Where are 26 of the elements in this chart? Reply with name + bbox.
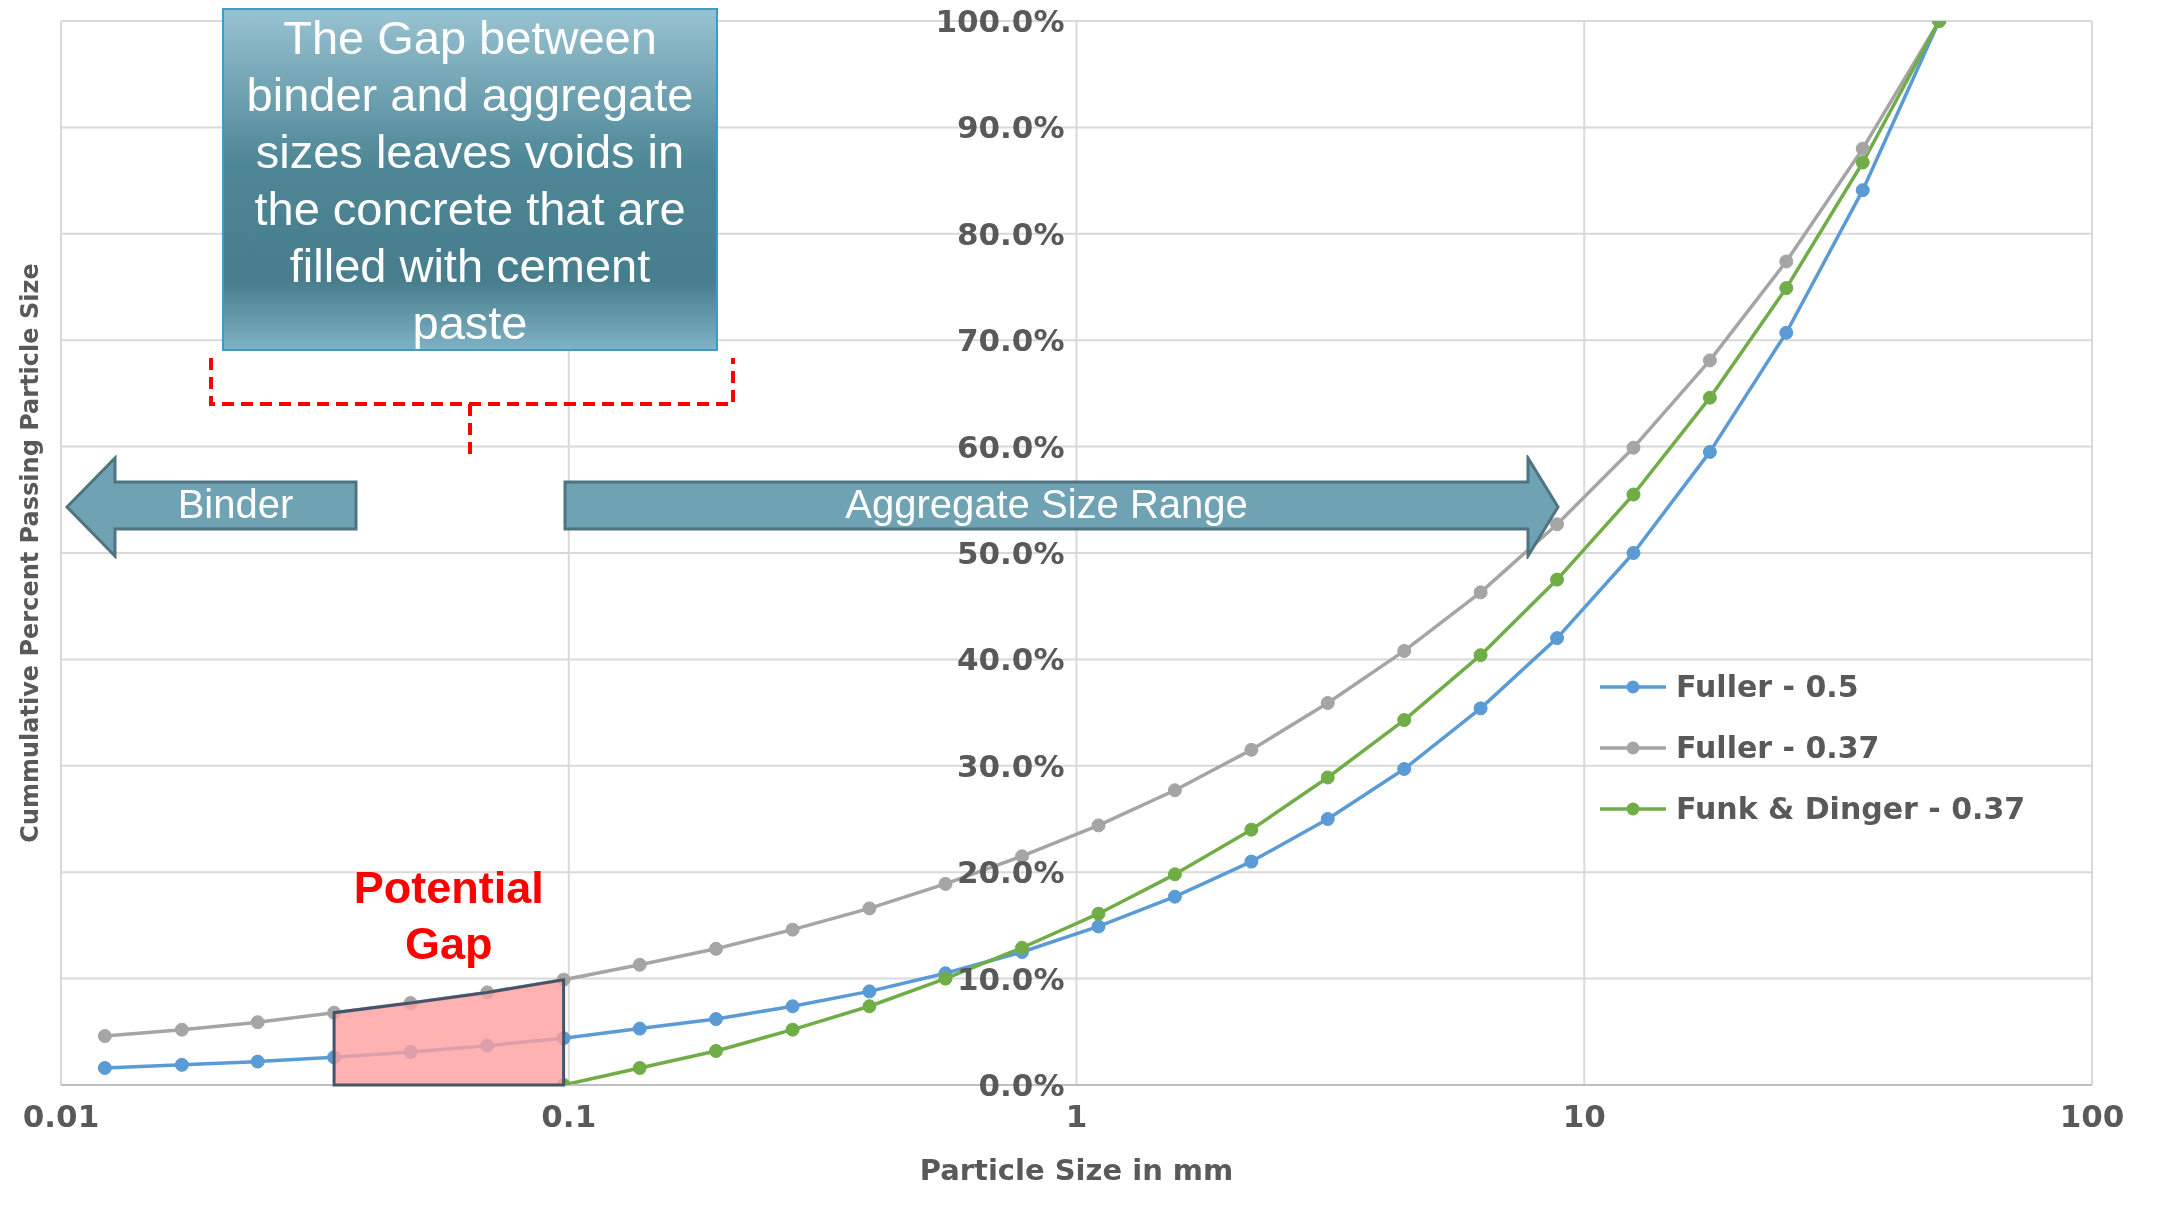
x-tick-label: 10: [1562, 1098, 1606, 1135]
x-tick-label: 1: [1065, 1098, 1088, 1135]
y-tick-label: 100.0%: [935, 3, 1065, 39]
annotation: Aggregate Size Range: [844, 482, 1249, 528]
legend-label: Fuller - 0.5: [1676, 669, 1859, 704]
y-axis-title: Cummulative Percent Passing Particle Size: [15, 262, 45, 845]
y-tick-label: 20.0%: [956, 854, 1065, 891]
legend-label: Fuller - 0.37: [1676, 730, 1880, 765]
y-tick-label: 70.0%: [956, 322, 1065, 359]
x-tick-label: 100: [2059, 1098, 2125, 1135]
legend-label: Funk & Dinger - 0.37: [1676, 791, 2026, 826]
band-label: Potential Gap: [352, 860, 545, 971]
x-tick-label: 0.01: [22, 1098, 100, 1135]
y-tick-label: 90.0%: [956, 109, 1065, 146]
y-tick-label: 60.0%: [956, 428, 1065, 465]
x-tick-label: 0.1: [541, 1098, 597, 1135]
callout-box: The Gap between binder and aggregate sizes leaves voids in the concrete that are filled with cement paste: [222, 8, 718, 351]
x-axis-title: Particle Size in mm: [918, 1153, 1235, 1187]
y-tick-label: 80.0%: [956, 215, 1065, 252]
y-tick-label: 30.0%: [956, 747, 1065, 784]
y-tick-label: 10.0%: [956, 960, 1065, 997]
y-tick-label: 0.0%: [978, 1067, 1065, 1103]
annotation: Binder: [176, 482, 295, 528]
y-tick-label: 50.0%: [956, 535, 1065, 571]
y-tick-label: 40.0%: [956, 641, 1065, 678]
left-arrow: Binder: [64, 455, 360, 559]
